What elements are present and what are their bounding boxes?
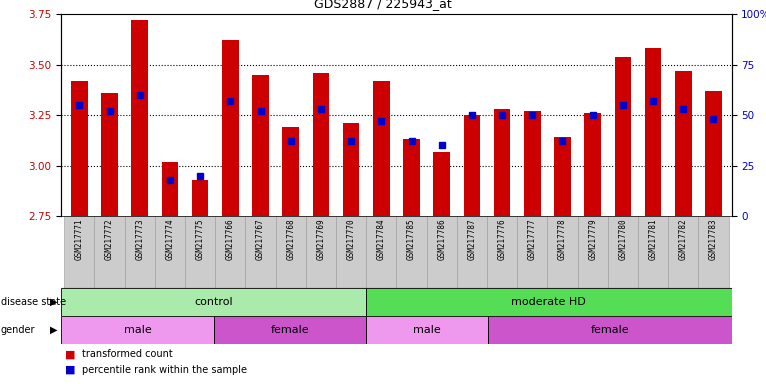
Text: moderate HD: moderate HD: [512, 297, 586, 307]
Bar: [366, 216, 396, 288]
Text: GSM217771: GSM217771: [75, 218, 84, 260]
Bar: [155, 216, 185, 288]
Bar: [705, 91, 722, 216]
Text: GSM217782: GSM217782: [679, 218, 688, 260]
Bar: [215, 216, 245, 288]
Text: GSM217768: GSM217768: [286, 218, 295, 260]
Text: GSM217780: GSM217780: [618, 218, 627, 260]
Text: GSM217773: GSM217773: [136, 218, 144, 260]
Text: GSM217781: GSM217781: [649, 218, 657, 260]
Text: ▶: ▶: [50, 297, 57, 307]
Bar: [487, 216, 517, 288]
Text: female: female: [591, 325, 629, 335]
Text: GSM217774: GSM217774: [165, 218, 175, 260]
Bar: [427, 216, 457, 288]
Bar: [61, 288, 366, 316]
Text: GSM217783: GSM217783: [709, 218, 718, 260]
Bar: [675, 71, 692, 216]
Bar: [699, 216, 728, 288]
Bar: [192, 180, 208, 216]
Text: percentile rank within the sample: percentile rank within the sample: [82, 365, 247, 375]
Bar: [517, 216, 548, 288]
Bar: [638, 216, 668, 288]
Bar: [132, 20, 148, 216]
Text: GSM217787: GSM217787: [467, 218, 476, 260]
Bar: [222, 40, 239, 216]
Text: male: male: [123, 325, 152, 335]
Text: GSM217775: GSM217775: [195, 218, 205, 260]
Bar: [578, 216, 607, 288]
Text: GSM217776: GSM217776: [498, 218, 506, 260]
Bar: [607, 216, 638, 288]
Bar: [548, 216, 578, 288]
Text: GSM217778: GSM217778: [558, 218, 567, 260]
Text: GSM217769: GSM217769: [316, 218, 326, 260]
Bar: [245, 216, 276, 288]
Bar: [94, 216, 125, 288]
Text: GSM217777: GSM217777: [528, 218, 537, 260]
Bar: [61, 316, 214, 344]
Text: GDS2887 / 225943_at: GDS2887 / 225943_at: [314, 0, 452, 10]
Bar: [494, 109, 510, 216]
Text: GSM217767: GSM217767: [256, 218, 265, 260]
Text: female: female: [270, 325, 309, 335]
Text: male: male: [413, 325, 440, 335]
Bar: [276, 216, 306, 288]
Bar: [185, 216, 215, 288]
Bar: [396, 216, 427, 288]
Bar: [524, 111, 541, 216]
Text: GSM217784: GSM217784: [377, 218, 386, 260]
Bar: [488, 316, 732, 344]
Bar: [336, 216, 366, 288]
Bar: [252, 75, 269, 216]
Text: GSM217786: GSM217786: [437, 218, 446, 260]
Bar: [306, 216, 336, 288]
Bar: [645, 48, 661, 216]
Bar: [71, 81, 87, 216]
Text: disease state: disease state: [1, 297, 66, 307]
Text: transformed count: transformed count: [82, 349, 172, 359]
Bar: [434, 152, 450, 216]
Bar: [366, 316, 488, 344]
Text: ■: ■: [65, 365, 76, 375]
Bar: [125, 216, 155, 288]
Bar: [214, 316, 366, 344]
Bar: [463, 115, 480, 216]
Text: control: control: [195, 297, 233, 307]
Text: GSM217766: GSM217766: [226, 218, 235, 260]
Bar: [584, 113, 601, 216]
Text: gender: gender: [1, 325, 35, 335]
Bar: [283, 127, 299, 216]
Text: ▶: ▶: [50, 325, 57, 335]
Bar: [457, 216, 487, 288]
Text: ■: ■: [65, 349, 76, 359]
Bar: [554, 137, 571, 216]
Bar: [343, 123, 359, 216]
Bar: [101, 93, 118, 216]
Text: GSM217779: GSM217779: [588, 218, 597, 260]
Bar: [668, 216, 699, 288]
Bar: [313, 73, 329, 216]
Bar: [366, 288, 732, 316]
Bar: [373, 81, 390, 216]
Bar: [64, 216, 94, 288]
Bar: [162, 162, 178, 216]
Bar: [614, 56, 631, 216]
Text: GSM217770: GSM217770: [347, 218, 355, 260]
Text: GSM217785: GSM217785: [407, 218, 416, 260]
Text: GSM217772: GSM217772: [105, 218, 114, 260]
Bar: [403, 139, 420, 216]
